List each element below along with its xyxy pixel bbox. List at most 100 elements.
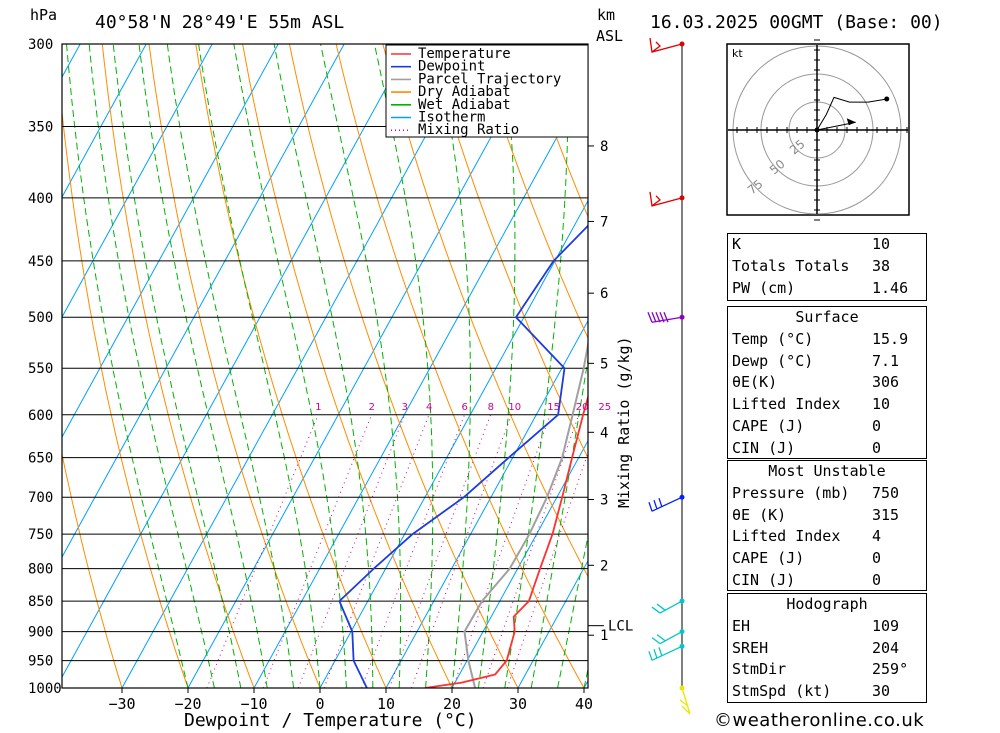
mixing-ratio-line (506, 451, 588, 688)
km-tick-label: 4 (600, 425, 608, 441)
wind-barb (649, 191, 683, 207)
mixing-ratio-line (262, 414, 373, 688)
wet-adiabat-line (88, 44, 215, 688)
stat-row: StmSpd (kt) 30 (728, 681, 926, 703)
pressure-tick-label: 600 (28, 408, 53, 424)
hodograph-unit-label: kt (732, 47, 743, 60)
wet-adiabat-line (233, 44, 347, 688)
stat-row: Dewp (°C) 7.1 (728, 351, 926, 373)
x-tick-label: 40 (575, 695, 593, 713)
dry-adiabat-line (991, 44, 1000, 688)
pressure-tick-label: 1000 (28, 681, 62, 697)
stat-label: StmSpd (kt) (732, 682, 832, 701)
wind-barb (647, 311, 683, 323)
isotherm-line (253, 79, 588, 688)
stat-label: EH (732, 616, 751, 635)
wind-barb (679, 687, 691, 715)
stat-label: Lifted Index (732, 527, 841, 546)
wet-adiabat-line (112, 44, 242, 688)
dry-adiabat-line (242, 44, 453, 688)
pressure-tick-label: 750 (28, 527, 53, 543)
hodograph-end-dot (884, 96, 890, 102)
stat-value: 0 (872, 416, 882, 435)
stat-row: Pressure (mb) 750 (728, 483, 926, 505)
stat-label: StmDir (732, 660, 787, 679)
mixing-ratio-line (206, 414, 319, 688)
most-unstable-title: Most Unstable (768, 462, 886, 480)
x-tick-label: 0 (315, 695, 324, 713)
mixing-ratio-label: 3 (402, 402, 408, 413)
mixing-ratio-label: 4 (426, 402, 432, 413)
stat-value: 10 (872, 235, 891, 253)
mixing-ratio-label: 20 (576, 402, 589, 413)
stat-value: 30 (872, 682, 891, 701)
stat-row: CAPE (J) 0 (728, 548, 926, 570)
isotherm-line (0, 44, 14, 688)
dry-adiabat-line (62, 107, 189, 688)
stat-row: Temp (°C) 15.9 (728, 329, 926, 351)
km-tick-label: 3 (600, 493, 608, 509)
hodograph-stats-panel: Hodograph EH 109 SREH 204 StmDir 259° StmSpd (… (727, 593, 927, 703)
surface-title: Surface (795, 308, 859, 326)
dry-adiabat-line (288, 44, 519, 688)
stat-row: θE (K) 315 (728, 505, 926, 527)
asl-label: ASL (596, 27, 623, 45)
x-tick-label: −20 (174, 695, 201, 713)
dewpoint-line (338, 224, 588, 688)
copyright-footer[interactable]: ©weatheronline.co.uk (714, 710, 925, 731)
stat-value: 204 (872, 638, 900, 657)
x-tick-label: 10 (377, 695, 395, 713)
wet-adiabat-line (166, 44, 295, 688)
isotherm-line (62, 44, 411, 679)
legend-entry-label: Dry Adiabat (418, 84, 511, 100)
mixing-ratio-axis-label: Mixing Ratio (g/kg) (615, 336, 633, 508)
stat-label: θE(K) (732, 373, 778, 392)
wet-adiabat-line (557, 533, 588, 688)
location-title: 40°58'N 28°49'E 55m ASL (95, 12, 344, 33)
mixing-ratio-line (388, 414, 492, 688)
isotherm-line (187, 44, 543, 688)
datetime-title: 16.03.2025 00GMT (Base: 00) (650, 12, 943, 33)
pressure-tick-label: 450 (28, 254, 53, 270)
isotherm-line (62, 44, 147, 199)
wind-barb (651, 600, 683, 614)
wet-adiabat-line (504, 44, 569, 688)
hodograph-trace (816, 96, 887, 131)
dry-adiabat-line (475, 44, 588, 340)
stat-value: 306 (872, 373, 900, 392)
most-unstable-panel: Most Unstable Pressure (mb) 750 θE (K) 315 L… (727, 460, 927, 591)
pressure-tick-label: 500 (28, 310, 53, 326)
wet-adiabat-line (138, 44, 268, 688)
wind-profile (647, 37, 691, 715)
isotherm-line (517, 559, 588, 688)
stat-value: 109 (872, 616, 900, 635)
stat-value: 750 (872, 483, 900, 502)
mixing-ratio-label: 15 (547, 402, 560, 413)
stat-label: SREH (732, 638, 769, 657)
pressure-tick-label: 950 (28, 654, 53, 670)
stat-value: 4 (872, 527, 882, 546)
pressure-tick-label: 800 (28, 562, 53, 578)
wind-barb (649, 37, 683, 53)
km-tick-label: 5 (600, 356, 608, 372)
wet-adiabat-line (66, 44, 189, 688)
stat-row: Lifted Index 4 (728, 526, 926, 548)
wind-barb (648, 645, 683, 661)
dry-adiabat-line (101, 44, 255, 688)
stat-row: CIN (J) 0 (728, 438, 926, 460)
isotherm-line (451, 439, 588, 688)
pressure-tick-label: 900 (28, 625, 53, 641)
temperature-line (424, 394, 588, 688)
legend-entry-label: Dewpoint (418, 59, 485, 75)
stat-value: 315 (872, 505, 900, 524)
wet-adiabat-line (374, 44, 434, 688)
mixing-ratio-line (297, 414, 406, 688)
mixing-ratio-line (452, 414, 551, 688)
dry-adiabat-line (944, 44, 1000, 688)
axes-text: 1 2 3 4 6 8 10 15 20 25 −30 −20 −10 0 10 20 30 40 1 2 3 4 5 6 7 8… (108, 139, 633, 713)
mixing-ratio-label: 8 (488, 402, 494, 413)
stat-label: Dewp (°C) (732, 351, 814, 370)
stat-label: PW (cm) (732, 278, 796, 297)
